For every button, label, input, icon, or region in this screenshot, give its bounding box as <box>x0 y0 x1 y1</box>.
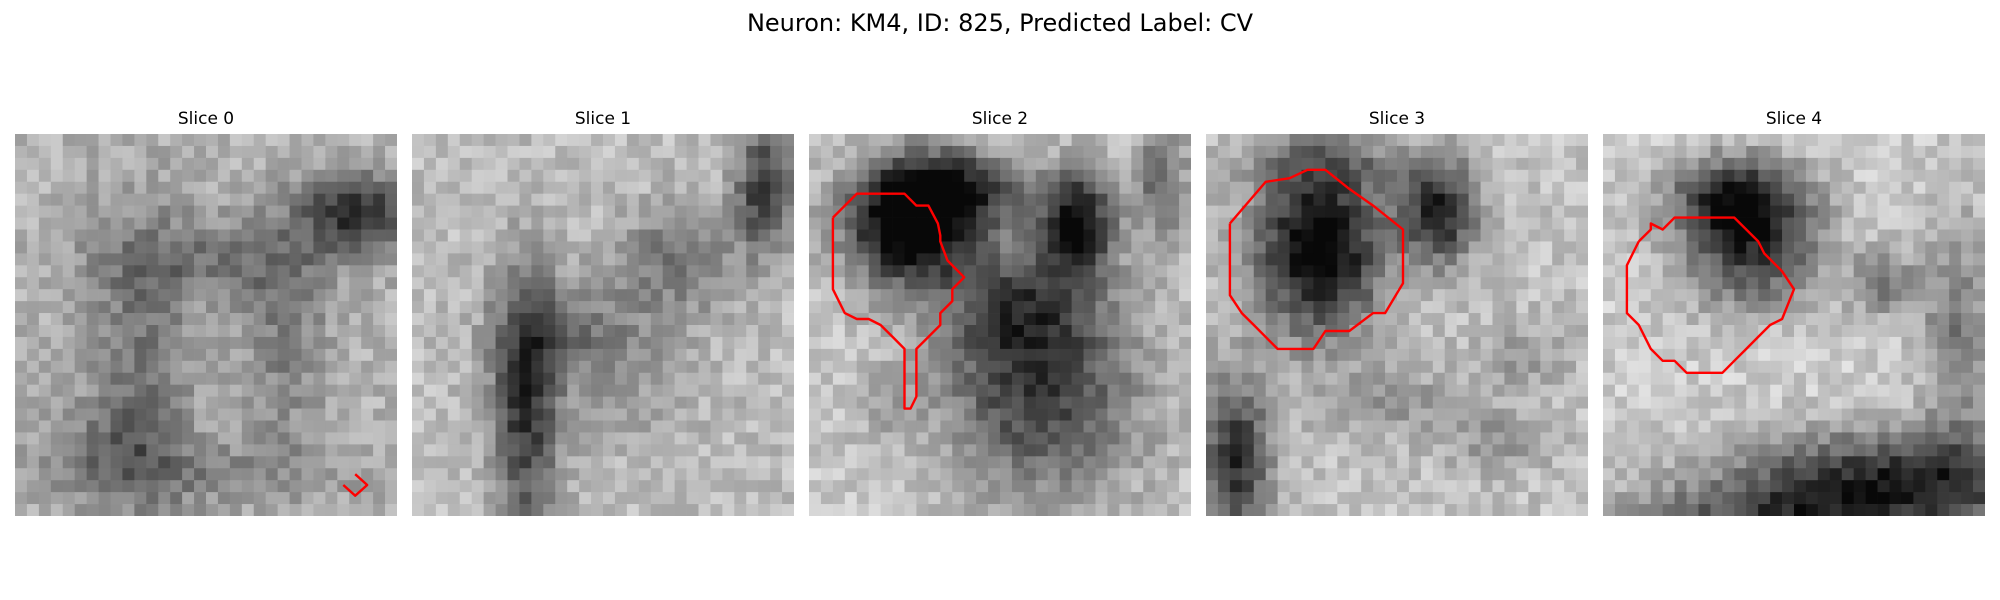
slice-image-3 <box>1206 134 1588 516</box>
slice-panel-4: Slice 4 <box>1603 108 1985 516</box>
slice-title-2: Slice 2 <box>971 109 1029 129</box>
slice-panel-2: Slice 2 <box>809 108 1191 516</box>
contour-4 <box>1625 216 1796 375</box>
slice-panel-1: Slice 1 <box>412 108 794 516</box>
slice-pixels-3 <box>1206 134 1588 516</box>
slice-pixels-2 <box>809 134 1191 516</box>
slice-title-3: Slice 3 <box>1368 109 1426 129</box>
slice-panel-0: Slice 0 <box>15 108 397 516</box>
contour-2 <box>831 192 966 410</box>
slice-image-1 <box>412 134 794 516</box>
slice-image-0 <box>15 134 397 516</box>
slice-image-2 <box>809 134 1191 516</box>
slice-image-4 <box>1603 134 1985 516</box>
slice-pixels-1 <box>412 134 794 516</box>
figure-title: Neuron: KM4, ID: 825, Predicted Label: C… <box>746 9 1254 37</box>
slice-title-0: Slice 0 <box>177 109 235 129</box>
slice-title-4: Slice 4 <box>1765 109 1823 129</box>
slice-panel-3: Slice 3 <box>1206 108 1588 516</box>
contour-0 <box>342 473 369 497</box>
contour-3 <box>1228 168 1405 351</box>
slice-pixels-0 <box>15 134 397 516</box>
slice-pixels-4 <box>1603 134 1985 516</box>
slice-title-1: Slice 1 <box>574 109 632 129</box>
